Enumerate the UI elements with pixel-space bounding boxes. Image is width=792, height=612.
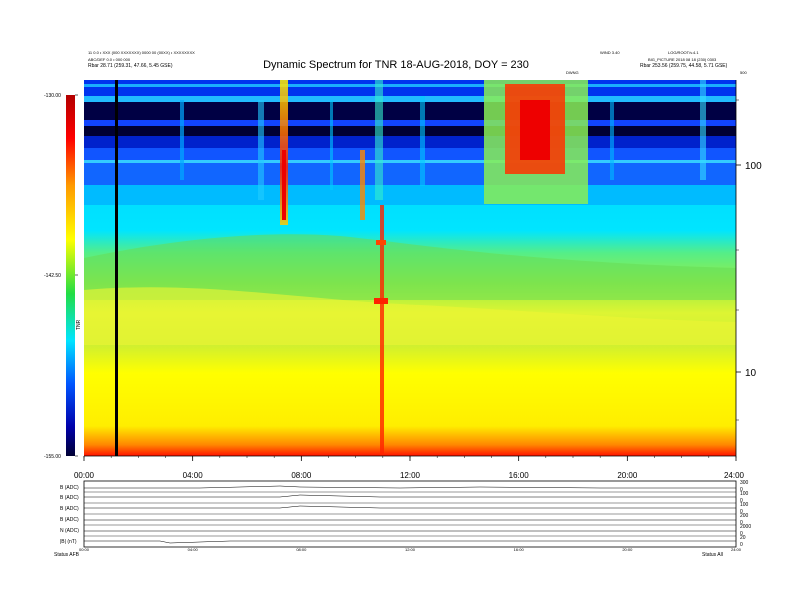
chart-title: Dynamic Spectrum for TNR 18-AUG-2018, DO… bbox=[263, 59, 529, 71]
colorbar-tick-top: -130.00 bbox=[44, 93, 61, 99]
panel-right-scale-4: 0 bbox=[740, 498, 743, 504]
colorbar-label: TNR bbox=[76, 319, 82, 330]
x-tick-label: 12:00 bbox=[400, 471, 421, 480]
panel-label-5: N (ADC) bbox=[60, 528, 79, 534]
panel-time-label: 00:00 bbox=[79, 547, 90, 552]
panel-status-right: Status All bbox=[702, 552, 723, 558]
y-tick-100: 100 bbox=[745, 161, 762, 172]
panel-right-scale-12: 0 bbox=[740, 542, 743, 548]
y-tick-10: 10 bbox=[745, 368, 757, 379]
panel-label-2: B (ADC) bbox=[60, 495, 79, 501]
panel-right-scale-3: 100 bbox=[740, 491, 749, 497]
panel-label-4: B (ADC) bbox=[60, 517, 79, 523]
rbar-left-label: Rbar 28.71 (259.31, 47.66, 5.45 GSE) bbox=[88, 63, 173, 69]
x-tick-label: 08:00 bbox=[291, 471, 312, 480]
panel-right-scale-9: 2000 bbox=[740, 524, 751, 530]
panel-status-left: Status AFB bbox=[54, 552, 80, 558]
spectrogram bbox=[84, 80, 736, 456]
header-info-line-2: ABC/DEF 0.0 • 000 000 bbox=[88, 57, 131, 62]
panel-time-label: 20:00 bbox=[622, 547, 633, 552]
root-label: LOG/ROOT/v.4.1 bbox=[668, 50, 699, 55]
panel-right-scale-11: 20 bbox=[740, 535, 746, 541]
panel-label-6: |B| (nT) bbox=[60, 539, 77, 545]
colorbar bbox=[66, 95, 75, 456]
big-picture-label: BIG_PICTURE 2018 08 18 (230) 0303 bbox=[648, 57, 717, 62]
panel-time-label: 04:00 bbox=[188, 547, 199, 552]
colorbar-tick-bottom: -155.00 bbox=[44, 454, 61, 460]
x-tick-label: 00:00 bbox=[74, 471, 95, 480]
data-gap-line bbox=[115, 80, 118, 456]
burst-1100 bbox=[380, 205, 384, 456]
panel-right-scale-5: 100 bbox=[740, 502, 749, 508]
rbar-right-label: Rbar 253.56 (259.75, 44.58, 5.71 GSE) bbox=[640, 63, 728, 69]
version-label: WIND 3.40 bbox=[600, 50, 620, 55]
panel-time-label: 16:00 bbox=[514, 547, 525, 552]
header-info-line-1: 11 0.0 • XXX (000 XXXXXXX) 0000 00 (00XX… bbox=[88, 50, 195, 55]
panel-right-scale-6: 0 bbox=[740, 509, 743, 515]
panel-right-scale-10: 0 bbox=[740, 531, 743, 537]
panel-right-scale-2: 0 bbox=[740, 487, 743, 493]
panel-label-3: B (ADC) bbox=[60, 506, 79, 512]
x-tick-label: 04:00 bbox=[183, 471, 204, 480]
x-tick-label: 20:00 bbox=[617, 471, 638, 480]
x-tick-label: 24:00 bbox=[724, 471, 745, 480]
small-mid-label: DWNG bbox=[566, 70, 579, 75]
panel-time-label: 08:00 bbox=[296, 547, 307, 552]
panel-time-label: 12:00 bbox=[405, 547, 416, 552]
panel-labels: B (ADC) B (ADC) B (ADC) B (ADC) N (ADC) … bbox=[54, 480, 751, 558]
panel-time-label: 24:00 bbox=[731, 547, 742, 552]
x-axis-ticks: 00:00 04:00 08:00 12:00 16:00 20:00 24:00 bbox=[74, 456, 745, 480]
x-tick-label: 16:00 bbox=[509, 471, 530, 480]
panel-right-scale-8: 0 bbox=[740, 520, 743, 526]
panel-label-1: B (ADC) bbox=[60, 485, 79, 491]
panel-time-labels: 00:00 04:00 08:00 12:00 16:00 20:00 24:00 bbox=[79, 547, 742, 552]
panel-right-scale-7: 200 bbox=[740, 513, 749, 519]
panel-right-scale-1: 300 bbox=[740, 480, 749, 486]
colorbar-tick-mid: -142.50 bbox=[44, 273, 61, 279]
small-right-label: 500 bbox=[740, 70, 747, 75]
